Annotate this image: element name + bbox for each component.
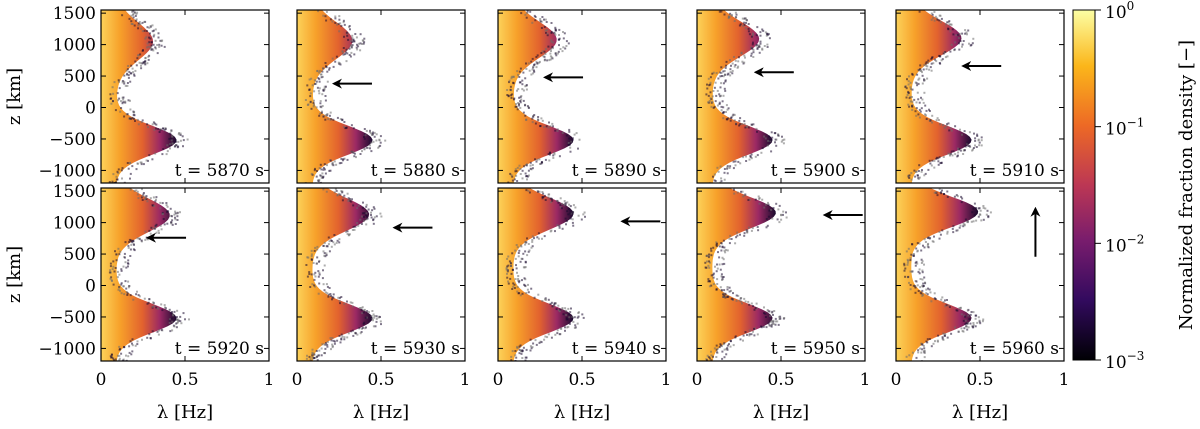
time-label: t = 5910 s (970, 161, 1059, 181)
time-label: t = 5920 s (175, 339, 264, 359)
y-tick-label: −500 (49, 308, 96, 328)
density-region (697, 10, 773, 183)
panel-5960: 0 0.5 1t = 5960 s λ [Hz] (891, 187, 1070, 423)
y-tick-label: −1000 (38, 339, 96, 359)
x-tick-label: 0.5 (367, 370, 394, 390)
x-tick-label: 0.5 (171, 370, 198, 390)
density-region (297, 10, 373, 183)
time-label: t = 5870 s (175, 161, 264, 181)
density-region (101, 10, 177, 183)
x-axis-label: λ [Hz] (952, 402, 1008, 423)
y-axis-label: z [km] (4, 246, 25, 303)
panel-5930: 0 0.5 1t = 5930 s λ [Hz] (292, 187, 471, 423)
x-tick-label: 1 (661, 370, 672, 390)
colorbar-tick-label: 100 (1105, 0, 1134, 23)
x-tick-label: 0.5 (966, 370, 993, 390)
x-tick-label: 0 (891, 370, 902, 390)
time-label: t = 5880 s (371, 161, 460, 181)
x-axis-label: λ [Hz] (157, 402, 213, 423)
density-region (498, 10, 574, 183)
x-tick-label: 1 (460, 370, 471, 390)
x-tick-label: 1 (860, 370, 871, 390)
time-label: t = 5940 s (572, 339, 661, 359)
time-label: t = 5960 s (970, 339, 1059, 359)
y-tick-label: 1000 (53, 36, 96, 56)
x-tick-label: 1 (1059, 370, 1070, 390)
x-tick-label: 0.5 (767, 370, 794, 390)
panel-5890: t = 5890 s (497, 9, 667, 184)
colorbar-tick-label: 10−3 (1105, 349, 1144, 373)
y-tick-label: 1000 (53, 214, 96, 234)
time-label: t = 5950 s (771, 339, 860, 359)
y-axis-label: z [km] (4, 68, 25, 125)
panel-5900: t = 5900 s (696, 9, 866, 184)
x-tick-label: 0 (96, 370, 107, 390)
y-tick-label: −500 (49, 130, 96, 150)
panel-5870: 1500 1000 500 0 −500 −1000 t = 5870 s z [km] (4, 4, 270, 184)
y-tick-label: 500 (64, 245, 96, 265)
y-tick-label: 0 (85, 277, 96, 297)
x-tick-label: 1 (264, 370, 275, 390)
x-axis-label: λ [Hz] (753, 402, 809, 423)
y-tick-label: −1000 (38, 161, 96, 181)
panel-5950: 0 0.5 1t = 5950 s λ [Hz] (692, 187, 871, 423)
time-label: t = 5890 s (572, 161, 661, 181)
x-axis-label: λ [Hz] (353, 402, 409, 423)
x-tick-label: 0 (292, 370, 303, 390)
time-label: t = 5930 s (371, 339, 460, 359)
y-tick-label: 1500 (53, 4, 96, 24)
colorbar: Normalized fraction density [−] 100 10−1 1… (1072, 0, 1197, 373)
y-tick-label: 1500 (53, 182, 96, 202)
colorbar-label: Normalized fraction density [−] (1176, 40, 1197, 330)
x-tick-label: 0.5 (568, 370, 595, 390)
density-region (101, 188, 177, 361)
density-region (498, 188, 574, 361)
colorbar-tick-label: 10−2 (1105, 232, 1144, 256)
x-axis-label: λ [Hz] (554, 402, 610, 423)
colorbar-gradient (1072, 9, 1096, 361)
panel-5940: 0 0.5 1t = 5940 s λ [Hz] (493, 187, 672, 423)
x-tick-label: 0 (692, 370, 703, 390)
panel-5880: t = 5880 s (296, 9, 466, 184)
colorbar-tick-label: 10−1 (1105, 116, 1144, 140)
x-tick-label: 0 (493, 370, 504, 390)
panel-5910: t = 5910 s (895, 9, 1065, 184)
density-region (896, 10, 972, 183)
density-region (896, 188, 979, 361)
density-region (297, 188, 373, 361)
y-tick-label: 0 (85, 99, 96, 119)
density-region (697, 188, 776, 361)
time-label: t = 5900 s (771, 161, 860, 181)
y-tick-label: 500 (64, 67, 96, 87)
